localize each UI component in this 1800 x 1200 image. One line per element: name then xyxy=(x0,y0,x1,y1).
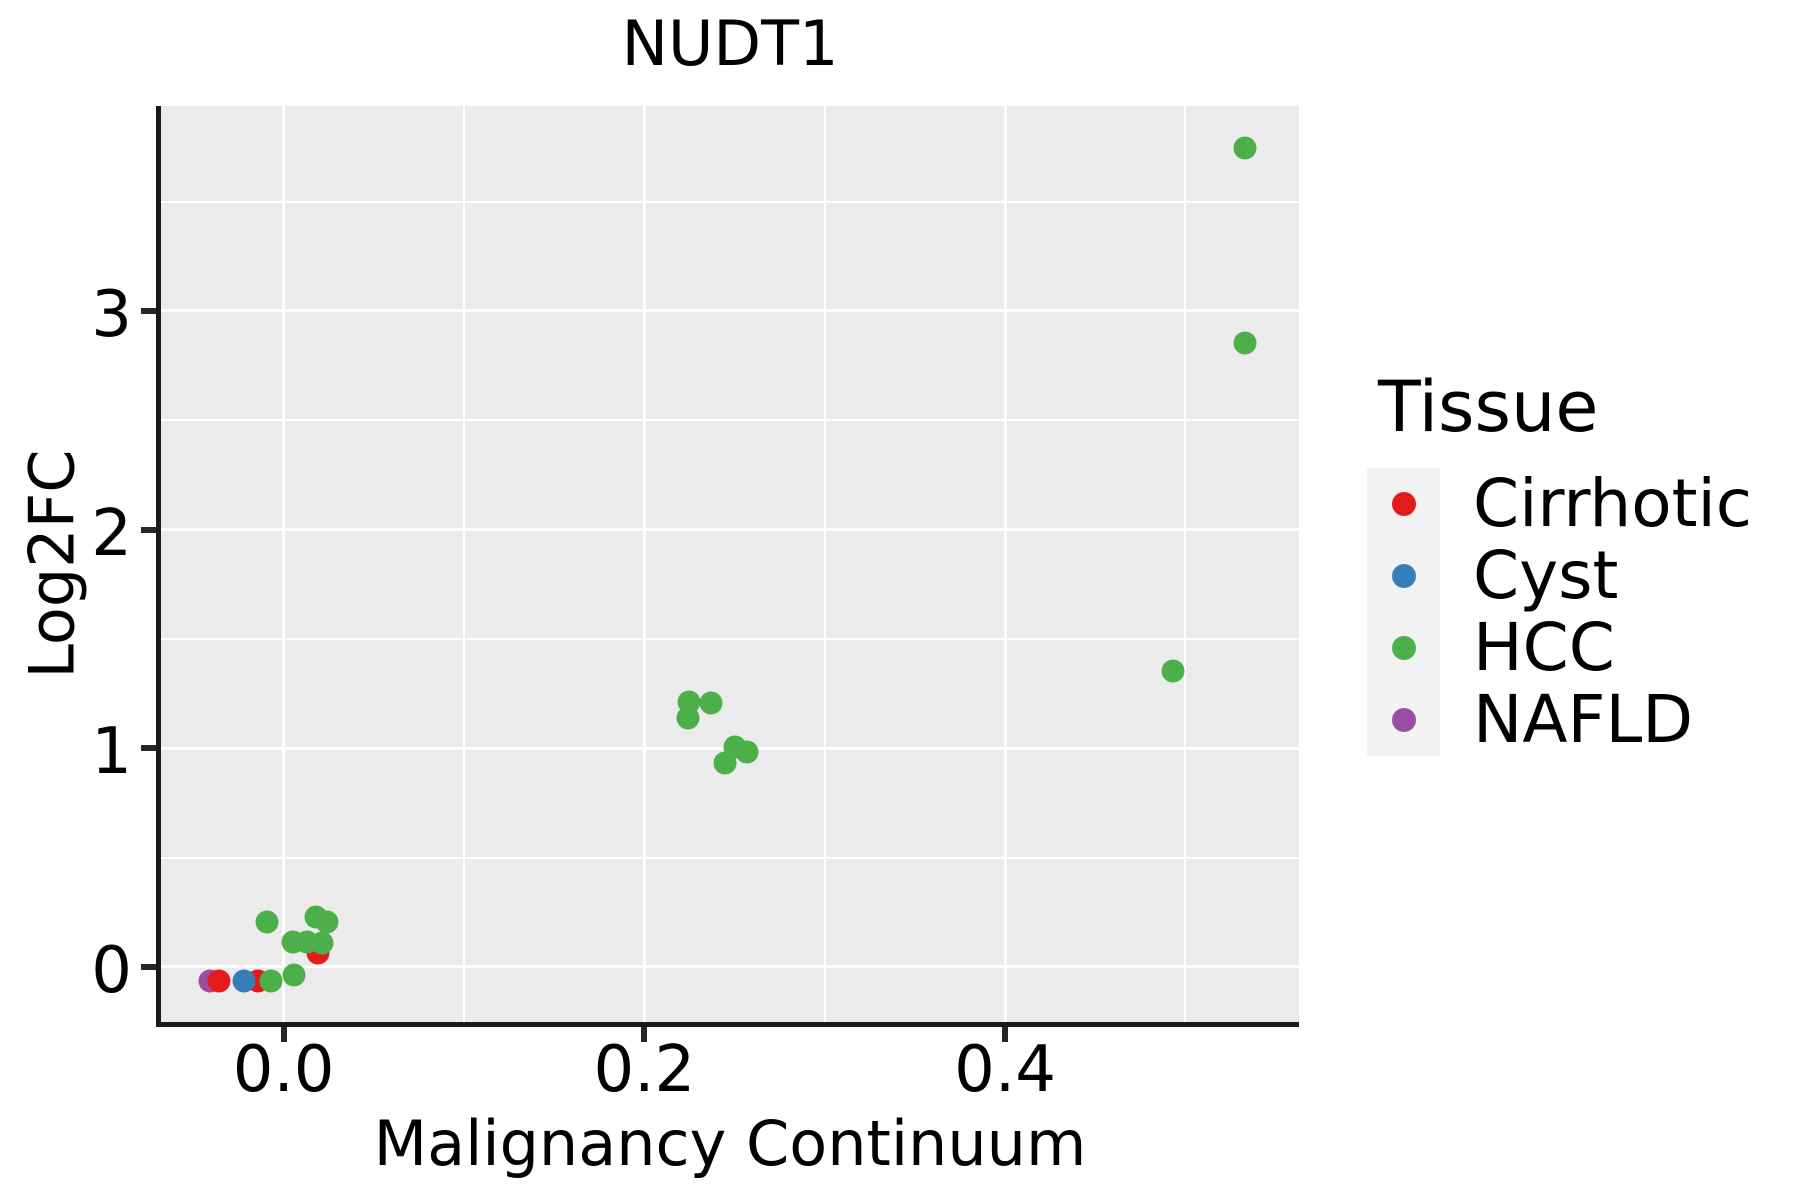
x-tick-label: 0.4 xyxy=(954,1033,1056,1107)
legend-title: Tissue xyxy=(1378,366,1599,448)
y-tick-label: 0 xyxy=(91,933,132,1008)
data-point-cirrhotic xyxy=(207,969,231,993)
gridline-x-minor xyxy=(462,106,465,1022)
legend-key xyxy=(1367,468,1440,540)
data-point-hcc xyxy=(735,740,759,764)
hcc-swatch-icon xyxy=(1391,636,1416,660)
gridline-x-minor xyxy=(823,106,826,1022)
data-point-hcc xyxy=(315,910,339,934)
gridline-x-major xyxy=(1003,106,1007,1022)
gridline-y-minor xyxy=(161,200,1299,203)
legend: Tissue Cirrhotic Cyst HCC NAFLD xyxy=(1367,370,1787,756)
data-point-hcc xyxy=(676,706,700,730)
y-tick-mark xyxy=(141,307,156,314)
gridline-y-minor xyxy=(161,637,1299,640)
legend-label: Cirrhotic xyxy=(1473,465,1753,542)
y-axis-spine xyxy=(156,106,161,1027)
x-axis-spine xyxy=(156,1022,1299,1027)
gridline-x-major xyxy=(282,106,286,1022)
y-tick-mark xyxy=(141,963,156,970)
data-point-hcc xyxy=(259,969,283,993)
gridline-y-minor xyxy=(161,856,1299,859)
data-point-hcc xyxy=(713,751,737,775)
gridline-y-minor xyxy=(161,419,1299,422)
y-tick-label: 1 xyxy=(91,715,132,790)
gridline-y-major xyxy=(161,528,1299,532)
plot-title: NUDT1 xyxy=(621,7,839,80)
x-tick-mark xyxy=(280,1027,287,1042)
data-point-cyst xyxy=(232,969,256,993)
y-tick-label: 3 xyxy=(91,277,132,352)
y-tick-mark xyxy=(141,526,156,533)
data-point-hcc xyxy=(1233,136,1257,160)
x-tick-label: 0.0 xyxy=(232,1033,335,1107)
legend-label: HCC xyxy=(1473,609,1615,686)
legend-key xyxy=(1367,684,1440,756)
gridline-y-major xyxy=(161,309,1299,313)
legend-item-cyst: Cyst xyxy=(1367,540,1787,612)
x-tick-mark xyxy=(641,1027,648,1042)
data-point-hcc xyxy=(1233,331,1257,355)
x-tick-mark xyxy=(1002,1027,1009,1042)
legend-key xyxy=(1367,540,1440,612)
cirrhotic-swatch-icon xyxy=(1391,492,1416,516)
gridline-x-major xyxy=(642,106,646,1022)
data-point-hcc xyxy=(1161,659,1185,683)
y-tick-mark xyxy=(141,745,156,752)
x-axis-label: Malignancy Continuum xyxy=(373,1107,1087,1180)
legend-item-cirrhotic: Cirrhotic xyxy=(1367,468,1787,540)
y-axis-label: Log2FC xyxy=(15,449,89,679)
y-tick-label: 2 xyxy=(91,496,132,571)
gridline-y-major xyxy=(161,965,1299,969)
gridline-x-minor xyxy=(1184,106,1187,1022)
legend-entries: Cirrhotic Cyst HCC NAFLD xyxy=(1367,468,1787,756)
nafld-swatch-icon xyxy=(1391,708,1416,732)
legend-key xyxy=(1367,612,1440,684)
data-point-hcc xyxy=(255,910,279,934)
x-tick-label: 0.2 xyxy=(593,1033,696,1107)
data-point-hcc xyxy=(699,691,723,715)
legend-item-nafld: NAFLD xyxy=(1367,684,1787,756)
legend-item-hcc: HCC xyxy=(1367,612,1787,684)
data-point-hcc xyxy=(282,963,306,987)
cyst-swatch-icon xyxy=(1391,564,1416,588)
legend-label: Cyst xyxy=(1473,537,1619,614)
legend-label: NAFLD xyxy=(1473,681,1694,758)
data-point-hcc xyxy=(310,931,333,955)
plot-panel xyxy=(161,106,1299,1022)
